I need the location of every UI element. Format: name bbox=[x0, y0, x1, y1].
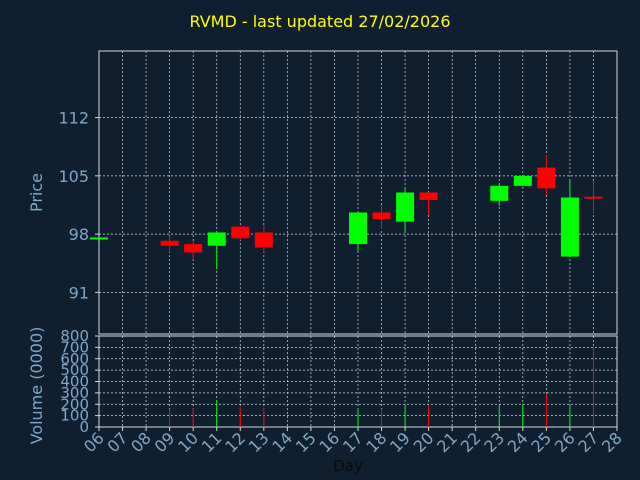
candle-body bbox=[419, 192, 438, 200]
chart-title: RVMD - last updated 27/02/2026 bbox=[189, 12, 451, 31]
volume-tick-label: 400 bbox=[60, 373, 89, 391]
candle-body bbox=[584, 196, 603, 199]
candle-body bbox=[90, 237, 108, 240]
candle-body bbox=[184, 244, 203, 253]
x-axis-title: Day bbox=[333, 457, 363, 475]
x-tick-label: 28 bbox=[598, 428, 626, 456]
candle-body bbox=[207, 232, 226, 246]
price-axis-title: Price bbox=[27, 173, 46, 212]
volume-tick-label: 600 bbox=[60, 350, 89, 368]
volume-tick-label: 200 bbox=[60, 395, 89, 413]
volume-tick-label: 0 bbox=[79, 418, 89, 436]
candle-body bbox=[490, 185, 509, 201]
volume-tick-label: 800 bbox=[60, 327, 89, 345]
volume-tick-label: 100 bbox=[60, 407, 89, 425]
price-tick-label: 98 bbox=[69, 225, 89, 244]
candle-body bbox=[349, 212, 367, 245]
price-tick-label: 112 bbox=[58, 109, 89, 128]
volume-tick-label: 500 bbox=[60, 361, 89, 379]
candle-body bbox=[560, 197, 579, 257]
volume-axis-title: Volume (0000) bbox=[27, 327, 46, 445]
candle-body bbox=[513, 175, 532, 186]
price-tick-label: 105 bbox=[58, 167, 89, 186]
candle-body bbox=[254, 232, 273, 248]
volume-tick-label: 300 bbox=[60, 384, 89, 402]
volume-tick-label: 700 bbox=[60, 338, 89, 356]
candle-body bbox=[160, 240, 179, 246]
candle-body bbox=[231, 226, 250, 239]
candle-body bbox=[372, 212, 391, 220]
candle-body bbox=[537, 167, 556, 189]
price-tick-label: 91 bbox=[69, 283, 89, 302]
candle-body bbox=[396, 192, 415, 222]
